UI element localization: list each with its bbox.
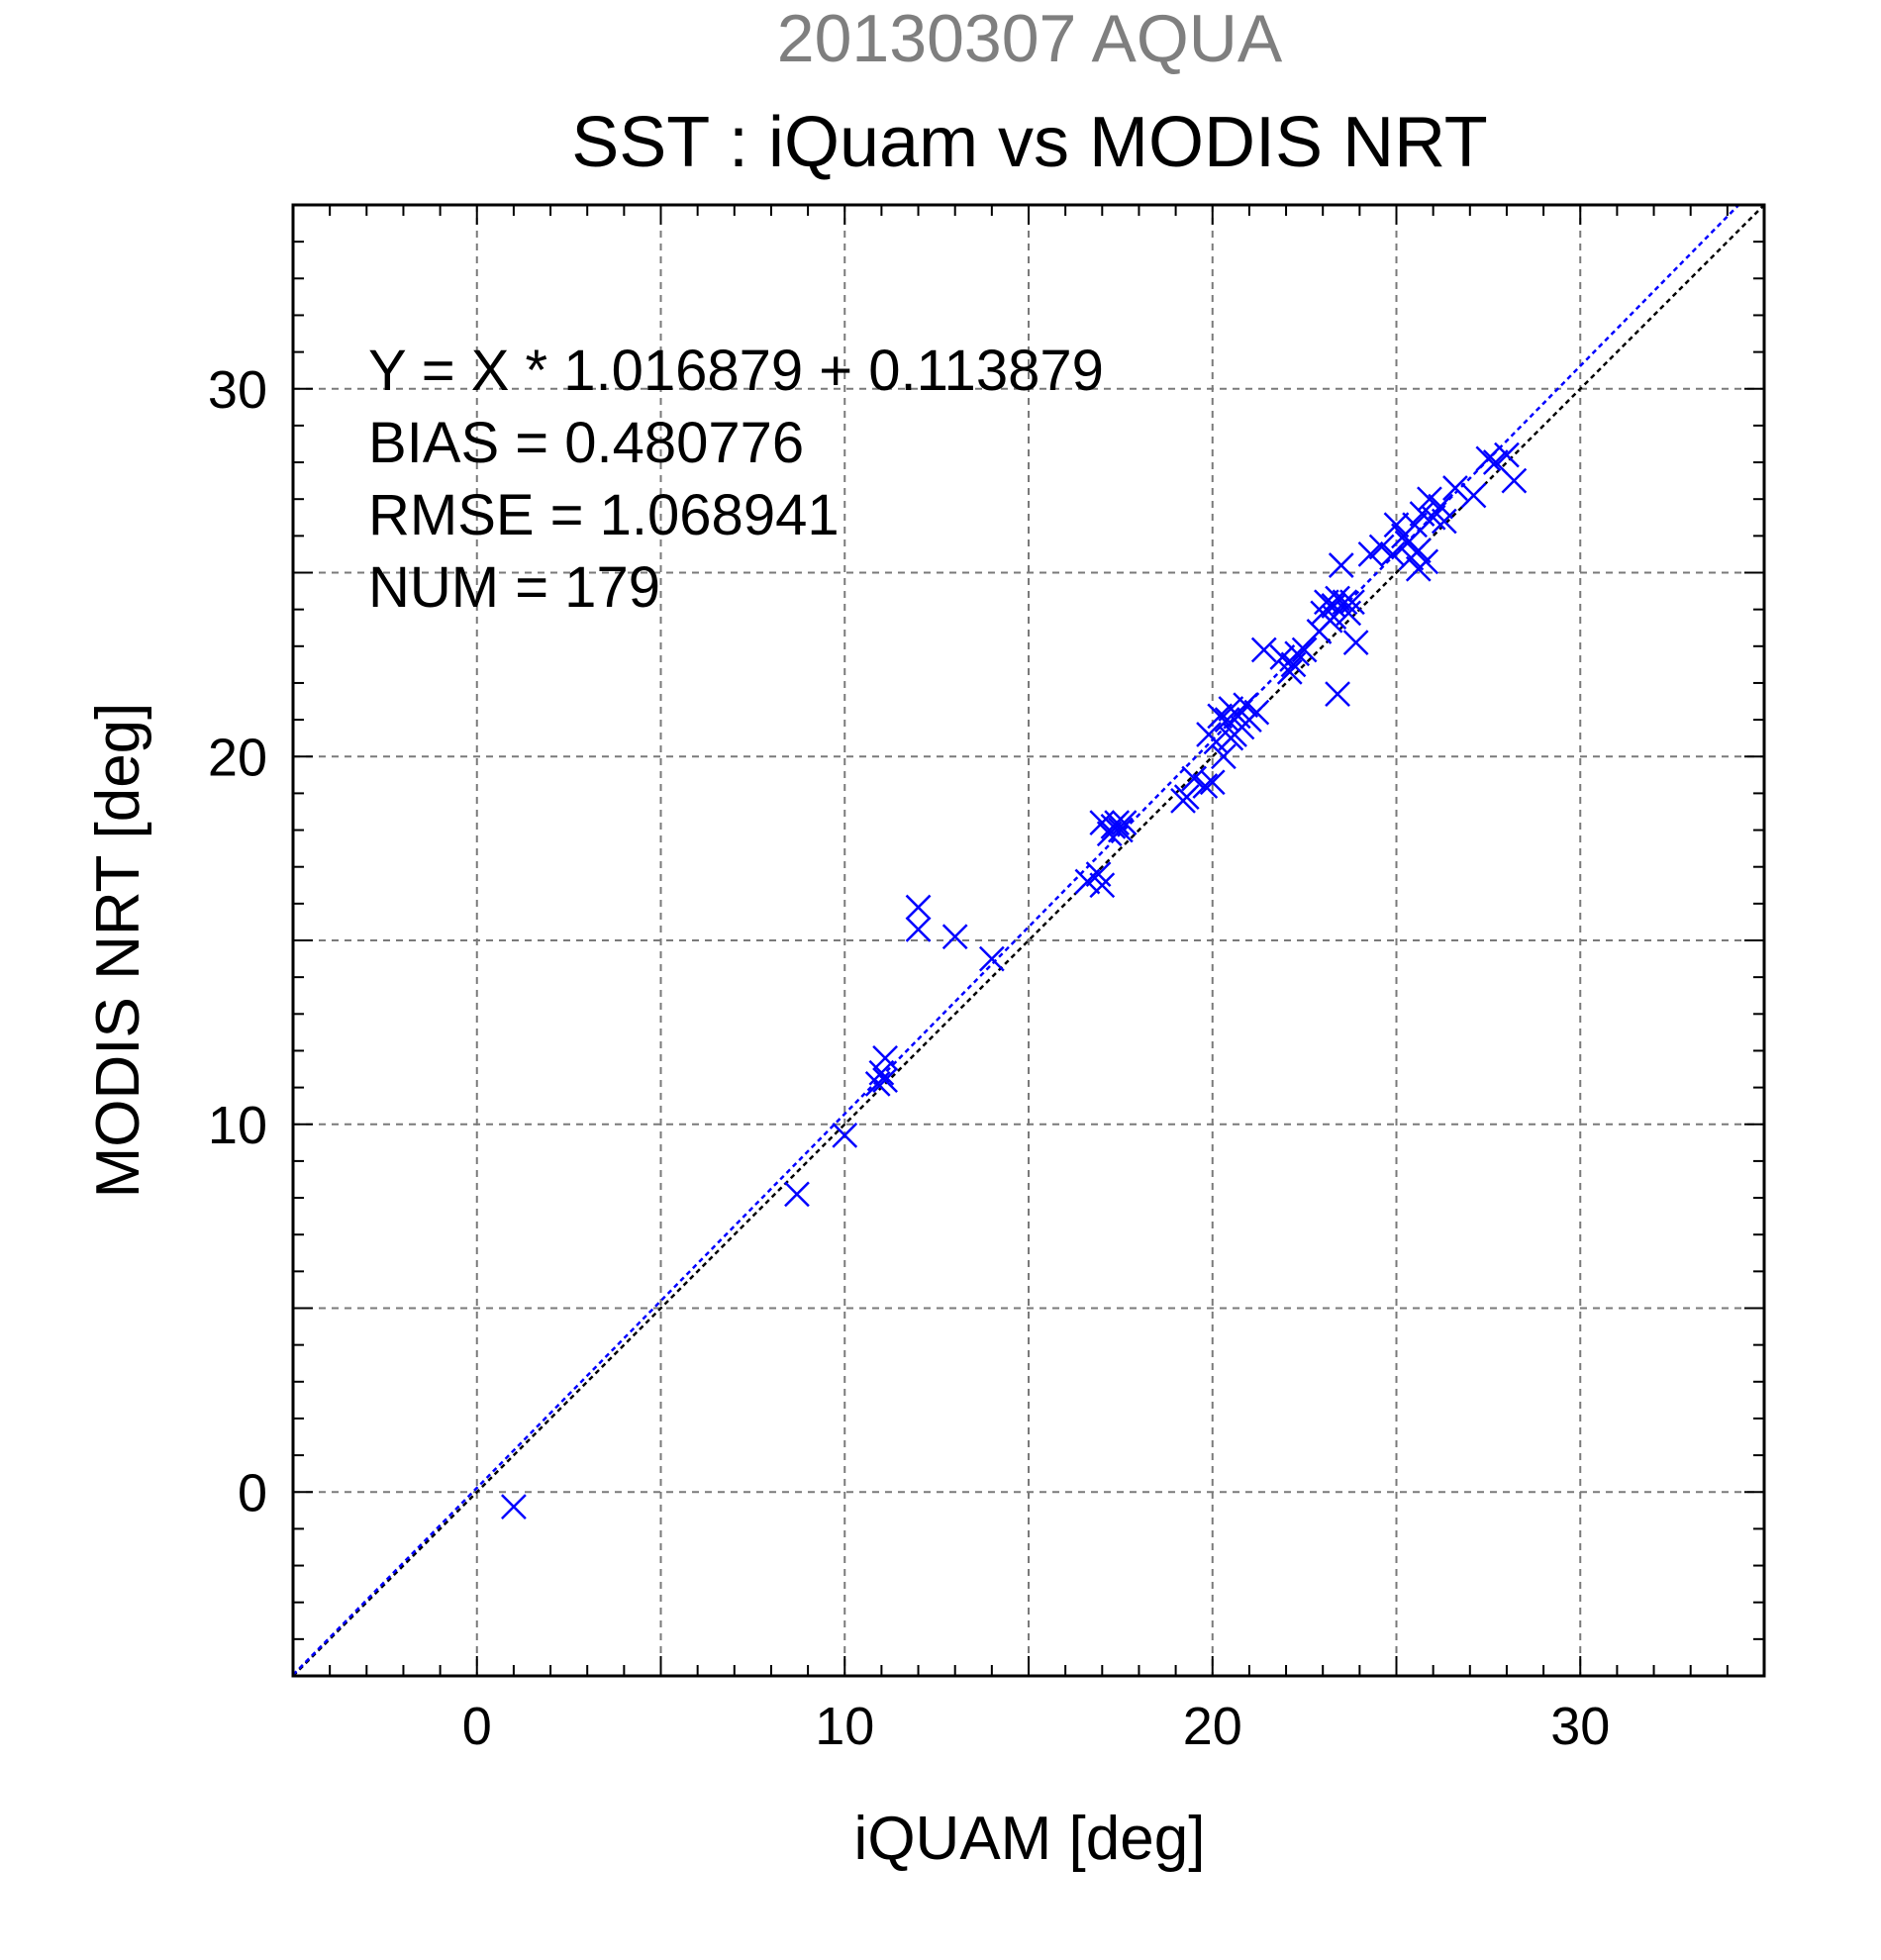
data-point [832, 1123, 858, 1148]
y-tick-label: 0 [238, 1463, 267, 1522]
tick-labels: 0 10 20 30 0 10 20 30 [208, 360, 1610, 1756]
data-point [1089, 872, 1116, 899]
data-point [1357, 541, 1384, 567]
data-point [1291, 637, 1318, 663]
data-point [1207, 703, 1234, 730]
y-tick-label: 20 [208, 728, 267, 787]
chart-title: SST : iQuam vs MODIS NRT [571, 103, 1488, 182]
stat-rmse: RMSE = 1.068941 [368, 483, 840, 547]
data-point [1428, 493, 1453, 520]
x-tick-label: 0 [462, 1697, 492, 1756]
data-point [872, 1044, 898, 1071]
data-point [1104, 810, 1131, 836]
stats-annotation: Y = X * 1.016879 + 0.113879 BIAS = 0.480… [368, 339, 1104, 620]
data-point [1074, 868, 1101, 895]
data-point [1192, 773, 1219, 799]
data-point [1269, 644, 1296, 670]
data-point [1107, 817, 1134, 843]
data-point [978, 945, 1005, 972]
data-point [905, 894, 932, 921]
data-point [1431, 508, 1457, 535]
data-point [1203, 729, 1230, 755]
x-tick-label: 30 [1550, 1697, 1610, 1756]
data-point [1233, 692, 1259, 719]
data-point [501, 1494, 527, 1519]
data-point [1494, 441, 1520, 468]
data-point [905, 916, 932, 942]
data-point [1211, 743, 1237, 770]
stat-num: NUM = 179 [368, 555, 660, 620]
y-axis-label: MODIS NRT [deg] [84, 703, 152, 1199]
data-point [1383, 512, 1410, 539]
x-tick-label: 10 [815, 1697, 874, 1756]
date-label: 20130307 AQUA [777, 1, 1283, 76]
y-tick-label: 10 [208, 1096, 267, 1155]
grid-layer [293, 205, 1764, 1676]
data-point [1243, 699, 1270, 726]
data-point [1284, 640, 1311, 667]
data-point [1460, 482, 1487, 509]
stat-bias: BIAS = 0.480776 [368, 411, 804, 475]
data-point [784, 1181, 810, 1208]
data-point [868, 1059, 895, 1086]
data-point [1339, 589, 1365, 616]
data-point [1250, 637, 1277, 663]
data-point [1276, 658, 1303, 685]
data-point [1199, 769, 1226, 796]
x-axis-label: iQUAM [deg] [854, 1805, 1206, 1873]
data-point [1442, 475, 1468, 501]
data-point [1328, 552, 1354, 578]
data-point [1173, 784, 1200, 810]
data-point [1325, 585, 1350, 612]
data-point [941, 924, 968, 950]
data-point [1501, 467, 1528, 494]
data-point [872, 1067, 898, 1094]
stat-fit-equation: Y = X * 1.016879 + 0.113879 [368, 339, 1104, 403]
data-point [1325, 681, 1350, 707]
data-point [1405, 538, 1432, 564]
data-point [1475, 445, 1502, 472]
data-point [1181, 765, 1208, 792]
data-points [501, 441, 1528, 1519]
data-point [1413, 548, 1439, 575]
data-point [1402, 512, 1428, 539]
x-tick-label: 20 [1183, 1697, 1242, 1756]
data-point [1342, 630, 1369, 655]
data-point [1111, 810, 1138, 836]
data-point [1368, 534, 1395, 560]
tick-marks [292, 204, 1765, 1677]
y-tick-label: 30 [208, 360, 267, 420]
